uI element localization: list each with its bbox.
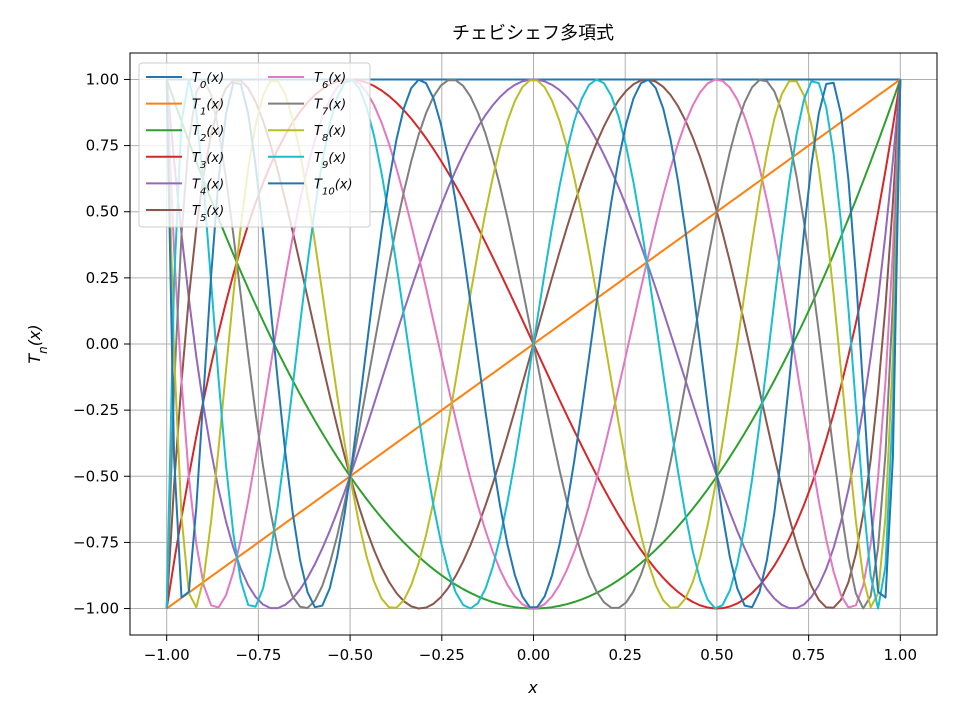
x-tick-label: −0.50: [327, 646, 373, 664]
chart-title: チェビシェフ多項式: [452, 23, 614, 44]
legend-label-5: T5(x): [192, 204, 224, 224]
y-axis-label: Tn(x): [25, 324, 50, 363]
legend-label-2: T2(x): [192, 124, 224, 144]
legend-label-9: T9(x): [314, 151, 346, 171]
legend-label-7: T7(x): [314, 98, 346, 118]
legend-label-3: T3(x): [192, 151, 224, 171]
x-tick-label: −0.75: [235, 646, 281, 664]
x-axis: −1.00 −0.75 −0.50 −0.25 0.00 0.25 0.50 0.75 1.00: [144, 635, 917, 664]
y-tick-label: −1.00: [73, 600, 119, 618]
series-line-10: [165, 78, 902, 609]
x-tick-label: 0.00: [517, 646, 550, 664]
y-tick-label: −0.50: [73, 467, 119, 485]
y-tick-label: 0.50: [86, 203, 119, 221]
x-tick-label: −0.25: [419, 646, 465, 664]
legend-box: [138, 62, 371, 228]
y-tick-label: 0.75: [86, 137, 119, 155]
legend-label-0: T0(x): [192, 71, 224, 91]
series-line-9: [165, 78, 902, 610]
x-axis-label: x: [527, 678, 538, 697]
legend-label-6: T6(x): [314, 71, 346, 91]
y-tick-label: 1.00: [86, 70, 119, 88]
x-tick-label: 0.50: [700, 646, 733, 664]
x-tick-label: 1.00: [884, 646, 917, 664]
y-tick-label: 0.25: [86, 269, 119, 287]
x-tick-label: 0.25: [609, 646, 642, 664]
y-tick-label: −0.75: [73, 533, 119, 551]
legend: T0(x) T1(x) T2(x) T3(x) T4(x) T5(x) T6(x) T7(x)…: [138, 62, 371, 228]
legend-label-1: T1(x): [192, 98, 224, 118]
legend-label-8: T8(x): [314, 124, 346, 144]
legend-label-4: T4(x): [192, 177, 224, 197]
y-axis: −1.00 −0.75 −0.50 −0.25 0.00 0.25 0.50 0.75 1.00: [73, 70, 130, 618]
y-tick-label: 0.00: [86, 335, 119, 353]
y-tick-label: −0.25: [73, 401, 119, 419]
legend-label-10: T10(x): [314, 177, 353, 197]
x-tick-label: 0.75: [792, 646, 825, 664]
x-tick-label: −1.00: [144, 646, 190, 664]
